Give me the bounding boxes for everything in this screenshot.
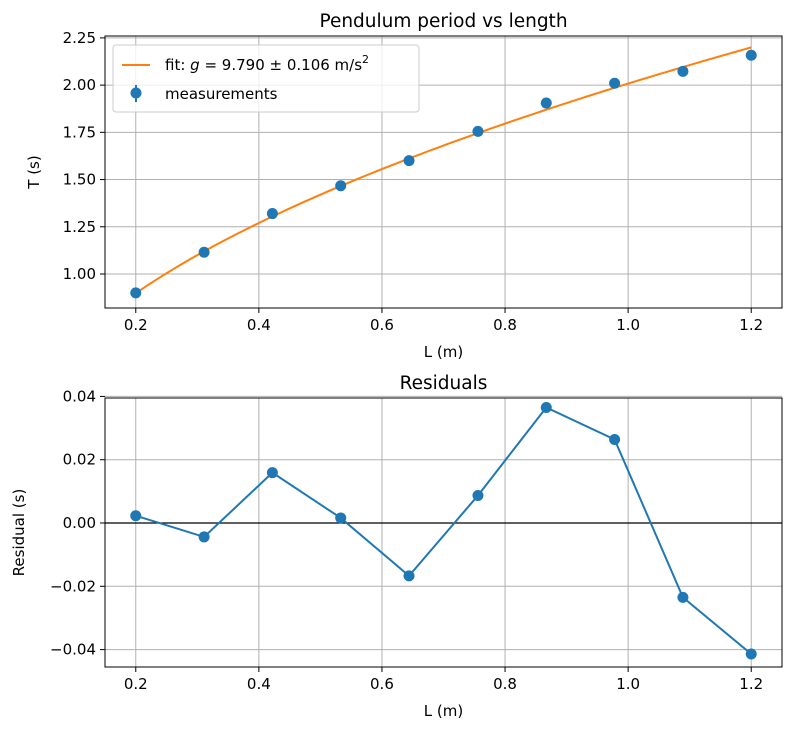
measurement-point (403, 155, 415, 167)
residuals-x-tick-label: 0.8 (493, 675, 517, 693)
legend-box (112, 44, 420, 113)
residuals-chart: 0.2 0.4 0.6 0.8 1.0 1.2 −0.04 −0.02 0.00 0.02 0.04… (10, 373, 783, 720)
period-x-tick-label: 0.2 (124, 316, 148, 334)
residual-point (403, 570, 415, 582)
legend-measurement-label: measurements (165, 85, 278, 103)
residual-point (745, 648, 757, 660)
measurement-point (609, 77, 621, 89)
residuals-y-tick-label: 0.04 (63, 387, 96, 405)
period-plot-frame (104, 35, 783, 309)
legend-fit-value: = 9.790 ± 0.106 m/s (200, 56, 363, 74)
period-chart-title: Pendulum period vs length (319, 11, 567, 32)
residual-point (472, 489, 484, 501)
residual-point (266, 467, 278, 479)
measurement-point (130, 287, 142, 299)
legend-fit-prefix: fit: (165, 56, 190, 74)
period-x-tick-label: 0.8 (493, 316, 517, 334)
residuals-x-tick-label: 0.2 (124, 675, 148, 693)
residuals-y-tick-label: −0.04 (50, 641, 96, 659)
measurement-points-layer (130, 49, 757, 299)
residuals-ticks: 0.2 0.4 0.6 0.8 1.0 1.2 −0.04 −0.02 0.00 0.02 0.04 (50, 387, 763, 693)
measurement-point (745, 49, 757, 61)
fit-curve-layer (135, 46, 752, 295)
period-x-tick-label: 1.2 (739, 316, 763, 334)
residual-point (130, 510, 142, 522)
residuals-grid (105, 395, 782, 667)
period-x-tick-label: 0.6 (370, 316, 394, 334)
period-x-tick-label: 1.0 (616, 316, 640, 334)
period-legend: fit: g = 9.790 ± 0.106 m/s2 measurements (112, 44, 420, 113)
residuals-y-axis-label: Residual (s) (10, 489, 28, 577)
period-y-tick-label: 1.00 (63, 265, 96, 283)
residuals-line (135, 406, 752, 655)
period-y-tick-label: 1.50 (63, 171, 96, 189)
residuals-x-tick-label: 0.6 (370, 675, 394, 693)
residuals-plot-frame (104, 397, 783, 668)
period-y-tick-label: 1.25 (63, 218, 96, 236)
legend-fit-superscript: 2 (362, 53, 369, 66)
legend-fit-symbol: g (190, 56, 200, 74)
measurement-point (335, 180, 347, 192)
measurement-point (540, 97, 552, 109)
residual-point (609, 433, 621, 445)
period-x-axis-label: L (m) (424, 343, 463, 361)
legend-fit-label: fit: g = 9.790 ± 0.106 m/s2 (165, 53, 369, 74)
measurement-point (198, 246, 210, 258)
residuals-y-tick-label: −0.02 (50, 577, 96, 595)
period-chart: 0.2 0.4 0.6 0.8 1.0 1.2 1.00 1.25 1.50 1.75 2.00 2.… (25, 11, 783, 361)
residual-point (677, 591, 689, 603)
period-ticks: 0.2 0.4 0.6 0.8 1.0 1.2 1.00 1.25 1.50 1.75 2.00 2.… (63, 29, 764, 334)
residuals-x-tick-label: 1.2 (739, 675, 763, 693)
period-y-tick-label: 1.75 (63, 123, 96, 141)
legend-measurement-marker (130, 87, 142, 99)
residuals-y-tick-label: 0.02 (63, 451, 96, 469)
period-y-tick-label: 2.25 (63, 29, 96, 47)
residual-point (198, 531, 210, 543)
fit-curve-line (135, 46, 752, 295)
residuals-x-tick-label: 1.0 (616, 675, 640, 693)
measurement-point (472, 125, 484, 137)
residuals-y-tick-label: 0.00 (63, 514, 96, 532)
period-y-axis-label: T (s) (25, 155, 43, 189)
residuals-x-tick-label: 0.4 (247, 675, 271, 693)
period-y-tick-label: 2.00 (63, 76, 96, 94)
residual-points-layer (130, 401, 757, 660)
period-x-tick-label: 0.4 (247, 316, 271, 334)
measurement-point (266, 208, 278, 220)
residual-point (540, 401, 552, 413)
measurement-point (677, 65, 689, 77)
residuals-x-axis-label: L (m) (424, 702, 463, 720)
residual-point (335, 512, 347, 524)
residuals-chart-title: Residuals (400, 373, 488, 394)
